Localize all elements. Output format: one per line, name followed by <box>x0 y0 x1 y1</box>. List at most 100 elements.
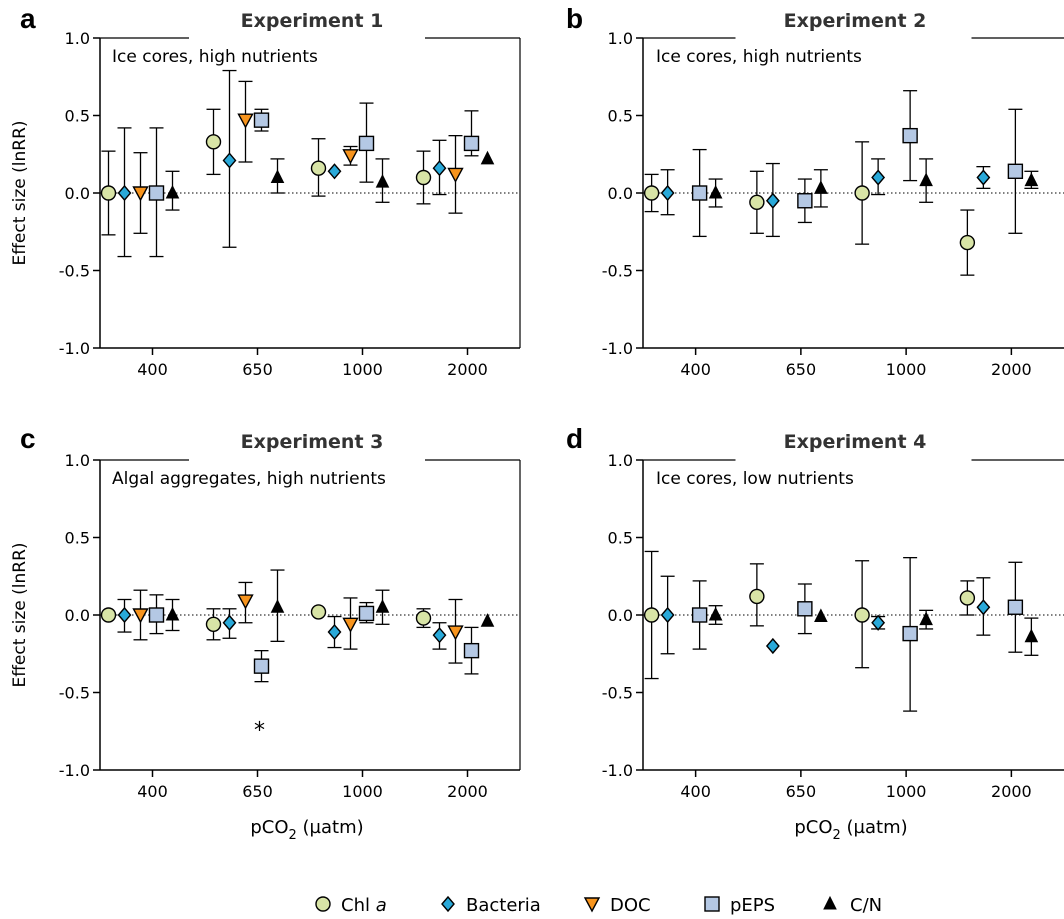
y-tick-label: -0.5 <box>602 262 633 281</box>
legend-label-doc: DOC <box>610 895 651 916</box>
point-bacteria <box>117 184 132 202</box>
panel-title-d: Experiment 4 <box>784 431 927 453</box>
point-peps <box>1007 599 1024 615</box>
y-tick-label: 1.0 <box>65 29 90 48</box>
point-peps <box>797 601 813 617</box>
x-tick-label: 2000 <box>991 360 1032 379</box>
triangle-down-icon <box>583 897 601 913</box>
point-cn <box>919 172 933 187</box>
panel-annotation-b: Ice cores, high nutrients <box>656 47 862 67</box>
x-tick-label: 1000 <box>342 360 383 379</box>
panel-letter-a: a <box>20 3 36 34</box>
x-axis-label-unit: (µatm) <box>841 817 908 838</box>
point-peps <box>253 658 270 674</box>
triangle-up-icon <box>823 895 837 910</box>
point-cn <box>814 608 828 623</box>
y-tick-label: -1.0 <box>602 761 633 780</box>
y-tick-label: 0.5 <box>65 107 90 126</box>
point-cn <box>480 613 495 627</box>
point-peps <box>902 625 918 642</box>
legend-label-chl: Chl a <box>341 895 387 916</box>
x-axis-label-d: pCO2 (µatm) <box>794 817 907 843</box>
x-axis-label-c: pCO2 (µatm) <box>250 817 363 843</box>
point-bacteria <box>117 606 132 624</box>
legend-label-text: DOC <box>610 895 651 916</box>
y-tick-label: -0.5 <box>59 684 90 703</box>
panel-title-b: Experiment 2 <box>784 10 927 32</box>
point-chl <box>415 169 432 186</box>
y-tick-label: 0.0 <box>608 184 633 203</box>
point-peps <box>902 127 918 144</box>
x-tick-label: 400 <box>137 782 168 801</box>
legend-item-bacteria: Bacteria <box>441 895 541 916</box>
point-chl <box>854 185 870 201</box>
circle-icon <box>315 896 331 912</box>
point-cn <box>480 150 495 165</box>
point-chl <box>854 607 870 623</box>
panel-title-c: Experiment 3 <box>241 431 384 453</box>
point-peps <box>691 185 708 201</box>
point-bacteria <box>976 599 991 616</box>
legend: Chl a Bacteria DOC pEPS C/N <box>315 895 882 916</box>
panel-title-a: Experiment 1 <box>241 10 384 32</box>
diamond-icon <box>441 895 455 913</box>
x-tick-label: 2000 <box>991 782 1032 801</box>
panels: 1.0 0.5 0.0 -0.5 -1.0 400 650 1000 2000 1.0 0.5 0.0… <box>59 29 1064 801</box>
point-chl <box>310 160 327 176</box>
y-tick-label: -0.5 <box>602 684 633 703</box>
point-peps <box>463 135 480 152</box>
y-tick-label: 0.0 <box>608 606 633 625</box>
point-chl <box>100 185 117 201</box>
point-chl <box>749 588 765 605</box>
x-tick-label: 1000 <box>886 782 927 801</box>
point-chl <box>415 610 432 626</box>
point-bacteria <box>327 623 342 641</box>
point-cn <box>165 184 180 199</box>
x-tick-label: 650 <box>242 782 273 801</box>
point-doc <box>342 149 359 165</box>
point-bacteria <box>222 152 237 169</box>
legend-label-text: Bacteria <box>466 895 541 916</box>
y-tick-label: 0.0 <box>65 606 90 625</box>
panel-letter-c: c <box>20 423 36 454</box>
point-cn <box>1024 172 1039 187</box>
y-tick-label: -1.0 <box>59 761 90 780</box>
point-peps <box>358 605 375 622</box>
y-tick-label: 1.0 <box>65 451 90 470</box>
x-axis-label-sub: 2 <box>289 828 297 843</box>
x-tick-label: 400 <box>680 360 711 379</box>
x-tick-label: 1000 <box>886 360 927 379</box>
point-cn <box>1024 628 1039 643</box>
y-tick-label: -1.0 <box>602 339 633 358</box>
point-chl <box>643 607 660 623</box>
point-doc <box>447 167 464 183</box>
point-cn <box>165 606 180 621</box>
x-axis-label-main: pCO <box>794 817 832 838</box>
y-tick-label: 1.0 <box>608 29 633 48</box>
x-axis-label-sub: 2 <box>833 828 841 843</box>
x-axis-label-main: pCO <box>250 817 288 838</box>
point-doc <box>132 186 149 202</box>
legend-item-peps: pEPS <box>704 895 775 916</box>
y-tick-label: 0.5 <box>608 107 633 126</box>
point-peps <box>148 607 165 623</box>
x-axis-label-unit: (µatm) <box>297 817 364 838</box>
significance-marker: * <box>254 719 265 744</box>
legend-item-chl: Chl a <box>315 895 387 916</box>
point-bacteria <box>222 614 237 631</box>
point-peps <box>797 193 813 209</box>
point-chl <box>310 604 327 620</box>
point-cn <box>708 184 723 199</box>
point-cn <box>919 611 933 626</box>
point-doc <box>237 113 254 129</box>
legend-label-italic: a <box>376 895 387 916</box>
y-tick-label: -1.0 <box>59 339 90 358</box>
point-chl <box>749 194 765 211</box>
panel-letter-d: d <box>566 423 583 454</box>
point-cn <box>270 599 285 613</box>
y-tick-label: -0.5 <box>59 262 90 281</box>
point-bacteria <box>660 606 675 624</box>
panel-a: 1.0 0.5 0.0 -0.5 -1.0 400 650 1000 2000 <box>59 29 521 379</box>
legend-label-text: C/N <box>850 895 882 916</box>
point-bacteria <box>871 169 886 186</box>
